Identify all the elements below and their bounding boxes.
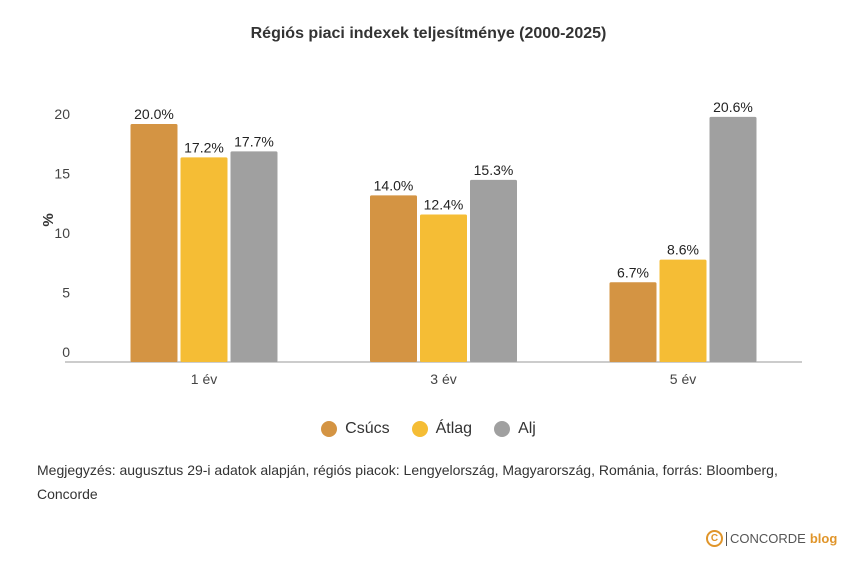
- legend-swatch: [411, 421, 428, 437]
- bar-chart: 0 5 10 15 20% 1 év 20.0% 17.2% 17.7% 3 év 14.0% 12.…: [40, 99, 802, 387]
- chart-title: Régiós piaci indexek teljesítménye (2000…: [250, 25, 607, 42]
- legend: Csúcs Átlag Alj: [0, 420, 857, 438]
- legend-label: Alj: [518, 420, 536, 437]
- bar-csúcs: [370, 195, 417, 362]
- data-label: 20.6%: [713, 99, 753, 115]
- y-tick-label: 5: [62, 285, 70, 301]
- logo-brand: CONCORDE: [730, 531, 806, 546]
- footnote: Megjegyzés: augusztus 29-i adatok alapjá…: [37, 462, 778, 502]
- legend-item-csucs[interactable]: Csúcs: [321, 420, 390, 438]
- bar-átlag: [659, 259, 707, 362]
- x-tick-label: 1 év: [191, 371, 217, 387]
- y-tick-label: 15: [54, 166, 70, 182]
- bar-alj: [470, 179, 517, 362]
- data-label: 12.4%: [424, 196, 464, 212]
- logo-mark-icon: C: [706, 530, 723, 547]
- x-tick-label: 5 év: [670, 371, 696, 387]
- data-label: 17.7%: [234, 133, 274, 149]
- y-tick-label: 10: [54, 225, 70, 241]
- legend-item-atlag[interactable]: Átlag: [411, 420, 473, 438]
- legend-swatch: [321, 421, 338, 437]
- bar-csúcs: [130, 124, 178, 362]
- bar-csúcs: [609, 282, 657, 362]
- legend-item-alj[interactable]: Alj: [494, 420, 536, 438]
- data-label: 8.6%: [667, 242, 699, 258]
- logo-suffix: blog: [809, 531, 838, 546]
- y-tick-label: 20: [54, 106, 70, 122]
- bar-átlag: [180, 157, 228, 362]
- legend-label: Csúcs: [345, 420, 390, 437]
- data-label: 17.2%: [184, 139, 224, 155]
- data-label: 15.3%: [474, 162, 514, 178]
- y-axis-label: %: [40, 213, 57, 226]
- concorde-logo: C CONCORDE blog: [706, 530, 837, 547]
- bar-átlag: [420, 214, 467, 362]
- legend-label: Átlag: [435, 420, 473, 437]
- data-label: 6.7%: [617, 264, 649, 280]
- data-label: 20.0%: [134, 106, 174, 122]
- legend-swatch: [494, 421, 511, 437]
- data-label: 14.0%: [374, 177, 414, 193]
- x-tick-label: 3 év: [430, 371, 456, 387]
- y-tick-label: 0: [62, 344, 70, 360]
- bar-alj: [709, 116, 757, 362]
- bar-alj: [230, 151, 278, 362]
